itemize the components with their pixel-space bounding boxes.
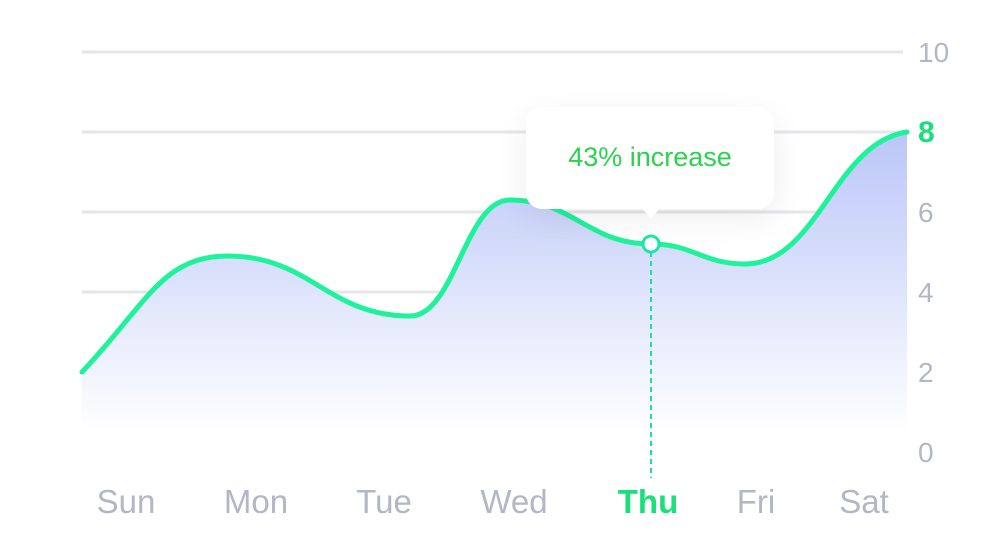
area-fill — [82, 132, 907, 432]
highlight-point — [641, 234, 661, 254]
y-tick-label: 2 — [918, 357, 934, 388]
y-tick-label: 0 — [918, 437, 934, 468]
y-tick-label: 10 — [918, 37, 949, 68]
x-tick-label: Tue — [356, 483, 412, 520]
y-tick-label: 4 — [918, 277, 934, 308]
y-tick-label: 8 — [918, 116, 935, 149]
annotation-text: 43% increase — [568, 141, 732, 172]
tooltip-pointer — [642, 208, 660, 219]
y-axis-ticks: 0 2 4 6 8 10 — [918, 37, 949, 468]
x-tick-label: Mon — [224, 483, 288, 520]
x-tick-label: Fri — [737, 483, 775, 520]
x-tick-label: Thu — [618, 483, 678, 520]
x-tick-label: Sat — [839, 483, 889, 520]
y-tick-label: 6 — [918, 197, 934, 228]
x-axis-ticks: Sun Mon Tue Wed Thu Fri Sat — [97, 483, 889, 520]
series-line — [79, 129, 910, 375]
x-tick-label: Sun — [97, 483, 156, 520]
annotation-tooltip: 43% increase — [526, 107, 774, 219]
x-tick-label: Wed — [480, 483, 547, 520]
